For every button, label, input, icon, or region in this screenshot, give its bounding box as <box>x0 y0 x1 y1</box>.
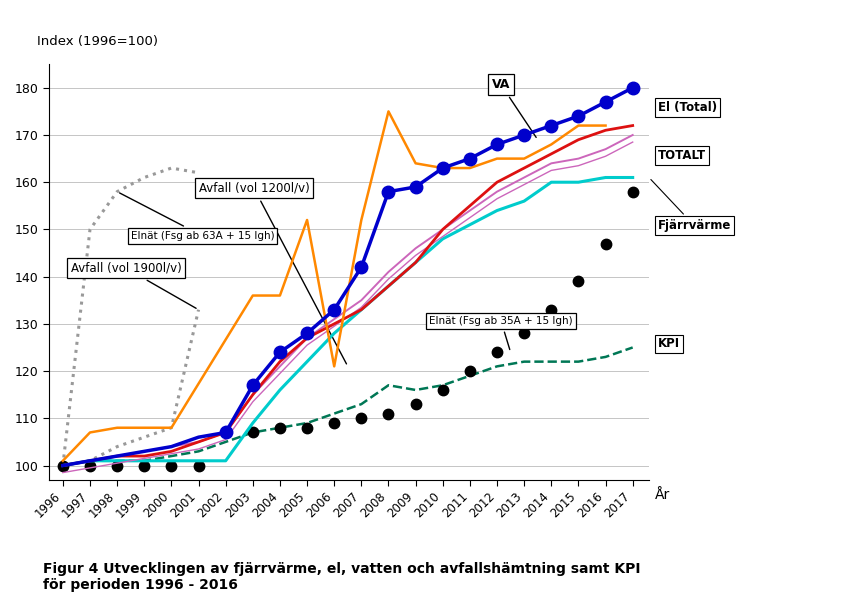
Text: El (Total): El (Total) <box>658 101 717 114</box>
Text: Elnät (Fsg ab 63A + 15 lgh): Elnät (Fsg ab 63A + 15 lgh) <box>119 193 274 241</box>
Text: Elnät (Fsg ab 35A + 15 lgh): Elnät (Fsg ab 35A + 15 lgh) <box>430 316 573 349</box>
Text: År: År <box>655 488 670 502</box>
Text: Avfall (vol 1200l/v): Avfall (vol 1200l/v) <box>198 181 346 364</box>
Text: TOTALT: TOTALT <box>658 149 706 162</box>
Text: Index (1996=100): Index (1996=100) <box>37 35 158 48</box>
Text: Figur 4 Utvecklingen av fjärrvärme, el, vatten och avfallshämtning samt KPI
för : Figur 4 Utvecklingen av fjärrvärme, el, … <box>43 562 641 592</box>
Text: KPI: KPI <box>658 337 680 350</box>
Text: Fjärrvärme: Fjärrvärme <box>651 180 731 233</box>
Text: VA: VA <box>491 78 536 137</box>
Text: Avfall (vol 1900l/v): Avfall (vol 1900l/v) <box>71 262 196 308</box>
